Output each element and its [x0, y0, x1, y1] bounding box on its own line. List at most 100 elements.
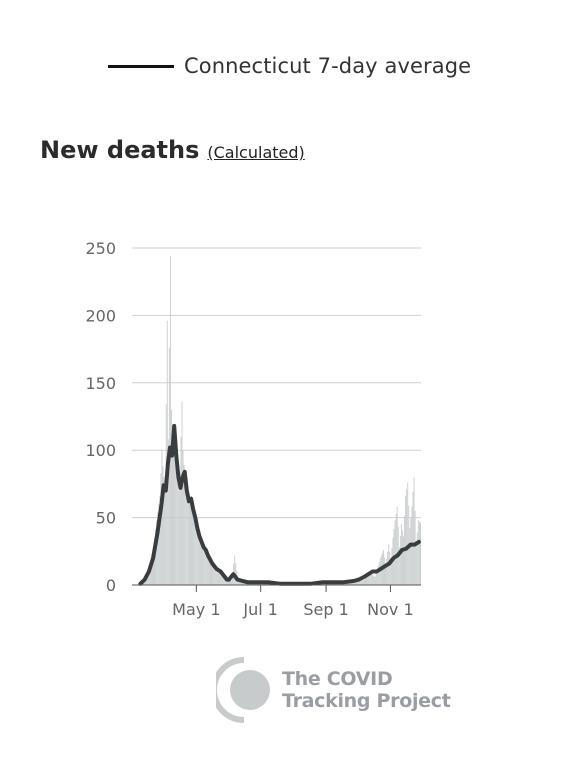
daily-bar	[223, 576, 225, 585]
daily-bar	[207, 552, 209, 585]
chart-legend: Connecticut 7-day average	[108, 52, 471, 80]
daily-bar	[188, 504, 190, 585]
daily-bar	[407, 482, 409, 585]
daily-bar	[196, 528, 198, 585]
daily-bar	[352, 582, 354, 585]
daily-bar	[154, 538, 156, 585]
daily-bar	[157, 512, 159, 585]
calculated-link[interactable]: (Calculated)	[207, 143, 305, 162]
daily-bar	[150, 558, 152, 585]
daily-bar	[163, 477, 165, 585]
daily-bar	[204, 547, 206, 585]
daily-bar	[158, 504, 160, 585]
daily-bar	[410, 517, 412, 585]
daily-bar	[172, 447, 173, 585]
chart-title: New deaths	[40, 136, 200, 164]
daily-bar	[187, 498, 189, 585]
daily-bar	[221, 574, 223, 585]
daily-bar	[394, 520, 396, 585]
daily-bar	[361, 580, 363, 585]
daily-bar	[175, 455, 177, 585]
daily-bar	[406, 489, 408, 585]
daily-bar	[174, 434, 176, 585]
deaths-chart: 0 50 100 150 200 250 May 1 Jul 1 Sep 1 Nov 1	[85, 239, 421, 619]
chart-header: New deaths (Calculated)	[40, 136, 305, 164]
daily-bar	[194, 521, 196, 585]
daily-bar	[234, 555, 236, 585]
daily-bar	[356, 581, 358, 585]
daily-bar	[152, 552, 153, 585]
daily-bar	[184, 479, 186, 585]
daily-bar	[351, 582, 353, 585]
x-tick-label: Sep 1	[303, 600, 348, 619]
daily-bar	[155, 529, 157, 585]
daily-bar	[217, 572, 219, 585]
daily-bar	[220, 573, 222, 585]
daily-bar	[146, 574, 148, 585]
daily-bar	[399, 535, 401, 585]
daily-bar	[219, 573, 221, 585]
logo-line-2: Tracking Project	[282, 690, 451, 712]
y-tick-label: 150	[85, 374, 116, 393]
daily-bar	[195, 525, 197, 585]
daily-bar	[183, 465, 185, 585]
daily-bar	[205, 549, 207, 585]
daily-bar	[231, 580, 233, 585]
daily-bar	[235, 562, 237, 585]
daily-bar	[149, 563, 151, 585]
daily-bar	[386, 558, 388, 585]
daily-bar	[214, 563, 216, 585]
y-tick-label: 0	[106, 576, 116, 595]
daily-bar	[417, 520, 419, 585]
daily-bar	[375, 573, 377, 585]
daily-bar	[415, 544, 417, 585]
daily-bar	[185, 486, 187, 585]
daily-bar	[416, 532, 418, 585]
daily-bar	[403, 536, 404, 585]
daily-bar	[376, 569, 378, 585]
daily-bar	[210, 558, 211, 585]
daily-bar	[418, 521, 420, 585]
daily-bar	[148, 568, 150, 585]
daily-bar	[395, 513, 397, 585]
daily-bar	[229, 580, 230, 585]
daily-bar	[384, 558, 385, 585]
daily-bar	[164, 487, 166, 585]
daily-bar	[419, 522, 421, 585]
daily-bar	[367, 574, 369, 585]
daily-bar	[402, 530, 403, 585]
daily-bar	[405, 496, 407, 585]
daily-bar	[203, 544, 205, 585]
y-tick-label: 200	[85, 306, 116, 325]
daily-bar	[358, 580, 360, 585]
daily-bar	[199, 531, 201, 585]
daily-bar	[391, 547, 393, 585]
daily-bar	[211, 559, 212, 585]
daily-bar	[144, 579, 146, 585]
daily-bar	[230, 580, 231, 585]
daily-bar	[208, 555, 210, 585]
daily-bar	[226, 578, 228, 585]
daily-bar	[191, 496, 192, 585]
daily-bar	[165, 404, 167, 585]
daily-bar	[162, 466, 164, 585]
daily-bar	[369, 571, 371, 585]
x-tick-label: Nov 1	[367, 600, 414, 619]
covid-tracking-logo: The COVID Tracking Project	[216, 656, 456, 726]
x-tick-label: May 1	[172, 600, 220, 619]
daily-bar	[176, 463, 178, 585]
daily-bar	[372, 574, 374, 585]
daily-bar	[166, 320, 168, 585]
daily-bar	[398, 547, 400, 585]
daily-bar	[180, 436, 182, 585]
daily-bar	[218, 572, 220, 585]
y-tick-label: 100	[85, 441, 116, 460]
x-tick-label: Jul 1	[242, 600, 278, 619]
daily-bar	[192, 506, 193, 585]
logo-line-1: The COVID	[282, 668, 393, 690]
daily-bar	[414, 510, 416, 585]
daily-bar	[387, 551, 389, 585]
daily-bar	[173, 440, 174, 585]
daily-bar	[368, 573, 370, 585]
logo-text: The COVID Tracking Project	[282, 668, 451, 712]
